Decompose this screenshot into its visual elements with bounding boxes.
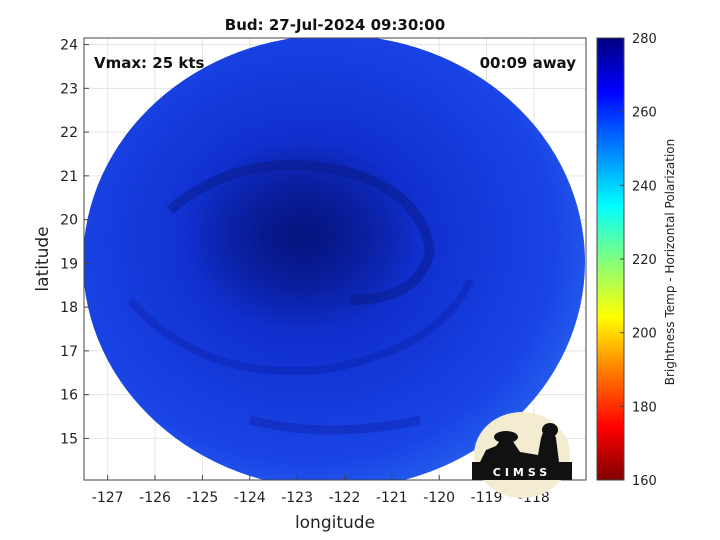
x-tick-label: -125 (187, 490, 219, 506)
y-tick-label: 23 (60, 81, 78, 97)
x-tick-label: -120 (423, 490, 455, 506)
y-tick-label: 19 (60, 256, 78, 272)
x-axis-ticks: -127 -126 -125 -124 -123 -122 -121 -120 -119 -118 (92, 475, 550, 506)
spiral-band-south (248, 415, 421, 435)
map-title: Bud: 27-Jul-2024 09:30:00 (225, 16, 445, 34)
x-tick-label: -127 (92, 490, 124, 506)
colorbar-tick-label: 160 (632, 474, 657, 489)
storm-center-dark (180, 140, 420, 330)
colorbar-tick-label: 200 (632, 327, 657, 342)
cimss-logo: CIMSS (472, 412, 572, 498)
logo-banner (472, 462, 572, 480)
colorbar-tick-label: 180 (632, 400, 657, 415)
colorbar-tick-label: 280 (632, 32, 657, 47)
y-tick-label: 17 (60, 344, 78, 360)
y-axis-ticks: 15 16 17 18 19 20 21 22 23 24 (60, 38, 89, 447)
spiral-band-outer (126, 278, 474, 376)
vmax-label: Vmax: 25 kts (94, 54, 204, 72)
logo-dish-icon (494, 431, 518, 443)
colorbar-tick-label: 260 (632, 106, 657, 121)
colorbar (596, 37, 625, 481)
y-axis-label: latitude (33, 226, 53, 291)
y-tick-label: 20 (60, 213, 78, 229)
colorbar-label: Brightness Temp - Horizontal Polarizatio… (663, 139, 677, 386)
x-tick-label: -124 (234, 490, 266, 506)
x-tick-label: -123 (281, 490, 313, 506)
logo-text: CIMSS (493, 466, 551, 479)
time-offset-label: 00:09 away (480, 54, 577, 72)
x-tick-label: -122 (329, 490, 361, 506)
y-tick-label: 22 (60, 125, 78, 141)
y-tick-label: 24 (60, 38, 78, 54)
logo-silhouette (480, 430, 559, 462)
x-tick-label: -119 (471, 490, 503, 506)
y-tick-label: 16 (60, 388, 78, 404)
y-tick-label: 15 (60, 431, 78, 447)
axes-frame (83, 37, 587, 481)
x-axis-label: longitude (295, 513, 375, 533)
logo-water-tower-icon (542, 423, 558, 437)
x-tick-label: -126 (139, 490, 171, 506)
y-tick-label: 18 (60, 300, 78, 316)
colorbar-ticks: 160 180 200 220 240 260 280 (620, 32, 657, 489)
spiral-band (166, 160, 436, 305)
y-tick-label: 21 (60, 169, 78, 185)
x-tick-label: -121 (376, 490, 408, 506)
colorbar-tick-label: 240 (632, 179, 657, 194)
colorbar-tick-label: 220 (632, 253, 657, 268)
